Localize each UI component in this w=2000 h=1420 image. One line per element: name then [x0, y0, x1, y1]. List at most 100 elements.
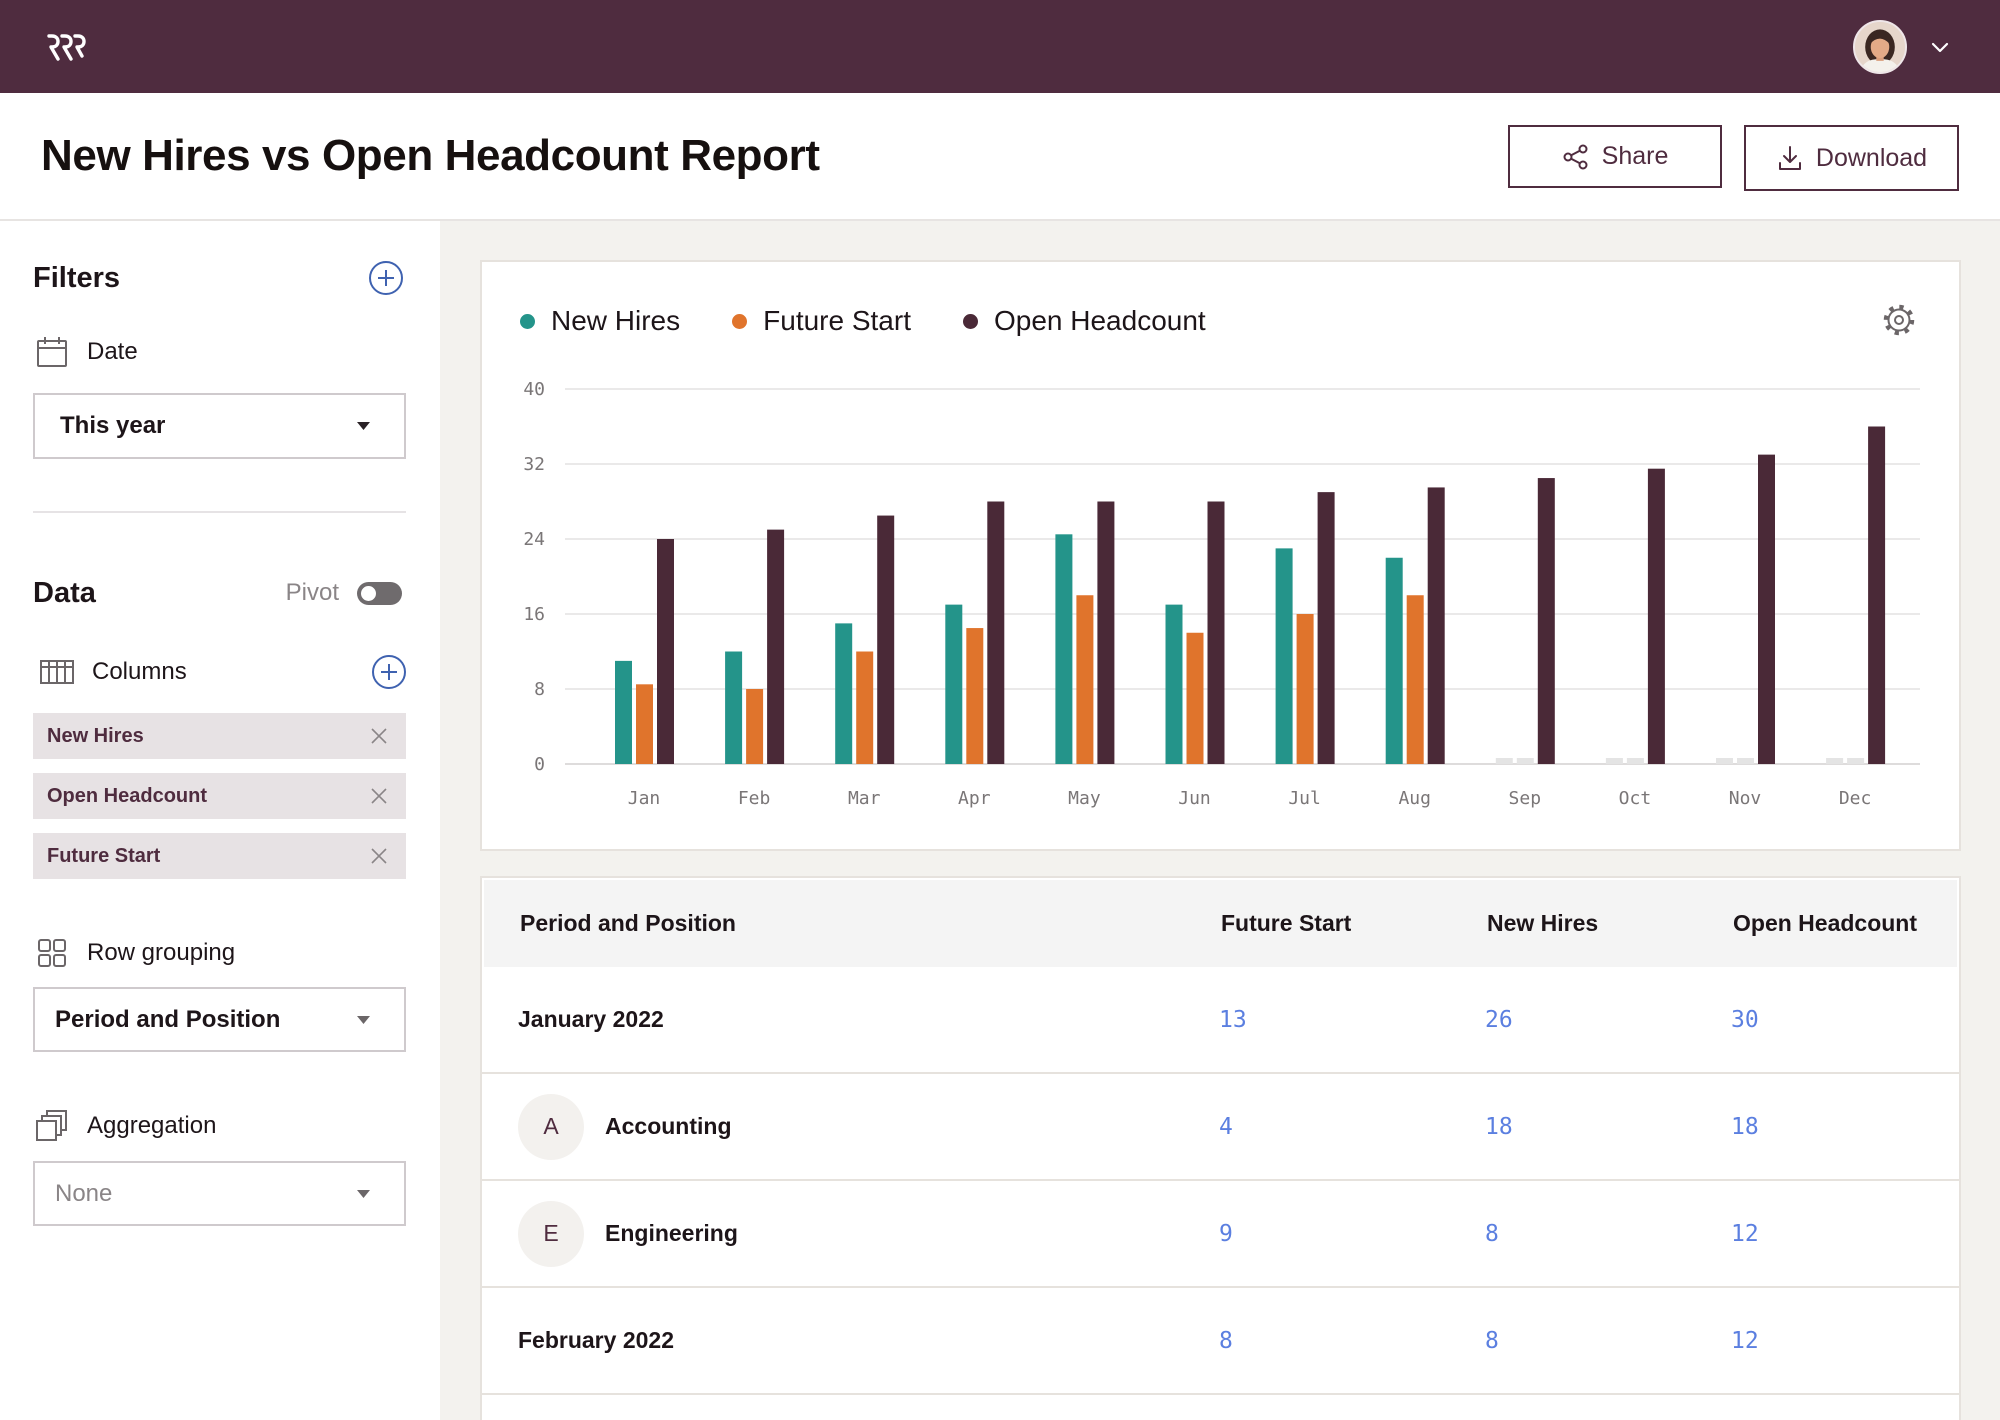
new-hires-value[interactable]: 8 — [1485, 1327, 1499, 1354]
bar-new-hires — [1165, 604, 1183, 764]
chevron-down-icon[interactable] — [1930, 41, 1950, 53]
logo-icon[interactable] — [47, 32, 87, 62]
caret-down-icon — [357, 1189, 370, 1198]
legend-label: Open Headcount — [993, 305, 1206, 336]
calendar-icon — [35, 335, 69, 369]
bar-future-start — [1296, 614, 1314, 764]
table-row[interactable]: E Engineering 9 8 12 — [482, 1181, 1959, 1288]
column-chip[interactable]: New Hires — [33, 713, 406, 759]
y-tick-label: 8 — [534, 679, 545, 700]
column-chip[interactable]: Future Start — [33, 833, 406, 879]
data-table: Period and Position Future Start New Hir… — [480, 876, 1961, 1420]
bar-open-headcount — [657, 539, 674, 764]
future-start-value[interactable]: 13 — [1219, 1006, 1247, 1033]
bar-open-headcount — [987, 501, 1005, 764]
future-start-value[interactable]: 4 — [1219, 1113, 1233, 1140]
bar-new-hires — [835, 623, 853, 764]
new-hires-value[interactable]: 8 — [1485, 1220, 1499, 1247]
column-chip-label: Open Headcount — [47, 784, 208, 807]
page-header: New Hires vs Open Headcount Report Share… — [0, 93, 2000, 221]
table-row[interactable]: February 2022 8 8 12 — [482, 1288, 1959, 1395]
table-row[interactable]: A Accounting 4 18 18 — [482, 1074, 1959, 1181]
bar-placeholder-new-hires — [1495, 758, 1513, 764]
bar-future-start — [1406, 595, 1424, 764]
open-headcount-value[interactable]: 30 — [1731, 1006, 1759, 1033]
position-cell: A Accounting — [518, 1093, 1219, 1160]
avatar[interactable] — [1853, 20, 1907, 74]
column-header[interactable]: New Hires — [1487, 910, 1599, 936]
gear-icon[interactable] — [1881, 302, 1917, 338]
top-nav-bar — [0, 0, 2000, 93]
sidebar-divider — [33, 511, 406, 513]
open-headcount-value[interactable]: 18 — [1731, 1113, 1759, 1140]
y-tick-label: 32 — [523, 454, 545, 475]
date-range-select[interactable]: This year — [33, 393, 406, 459]
bar-future-start — [1076, 595, 1094, 764]
column-header[interactable]: Period and Position — [520, 910, 736, 936]
column-chip[interactable]: Open Headcount — [33, 773, 406, 819]
bar-new-hires — [725, 651, 743, 764]
bar-chart: 0 8 16 24 32 40 Jan Feb Mar Apr May Jun Jul Aug Sep Oct… — [523, 379, 1920, 809]
bar-open-headcount — [1758, 454, 1775, 764]
pivot-label: Pivot — [285, 579, 339, 606]
legend-dot — [962, 313, 978, 329]
download-label: Download — [1815, 143, 1928, 172]
y-tick-label: 0 — [534, 754, 545, 775]
future-start-value[interactable]: 9 — [1219, 1220, 1233, 1247]
columns-icon — [40, 659, 74, 685]
y-tick-label: 16 — [523, 604, 545, 625]
data-heading: Data — [33, 577, 96, 609]
bar-open-headcount — [1427, 487, 1445, 764]
bar-open-headcount — [1317, 492, 1335, 764]
download-button[interactable]: Download — [1744, 125, 1959, 191]
bar-placeholder-future-start — [1847, 758, 1865, 764]
bar-open-headcount — [877, 515, 895, 764]
share-icon — [1563, 144, 1588, 169]
aggregation-select[interactable]: None — [33, 1161, 406, 1226]
report-sidebar: Filters Date This year Data Pivot Column… — [0, 221, 440, 1420]
add-filter-button[interactable] — [368, 260, 404, 296]
bar-new-hires — [615, 660, 632, 764]
legend-item-new-hires[interactable]: New Hires — [520, 303, 680, 339]
bar-open-headcount — [767, 529, 785, 764]
position-cell: E Engineering — [518, 1200, 1219, 1267]
future-start-value[interactable]: 8 — [1219, 1327, 1233, 1354]
close-icon[interactable] — [370, 727, 388, 745]
new-hires-value[interactable]: 26 — [1485, 1006, 1513, 1033]
position-label: Accounting — [605, 1113, 732, 1139]
x-tick-label: Oct — [1619, 788, 1652, 809]
x-tick-label: May — [1068, 788, 1101, 809]
row-grouping-icon — [37, 938, 67, 968]
close-icon[interactable] — [370, 787, 388, 805]
download-icon — [1778, 146, 1801, 170]
column-header[interactable]: Future Start — [1221, 910, 1352, 936]
row-grouping-select[interactable]: Period and Position — [33, 987, 406, 1052]
pivot-toggle[interactable] — [357, 582, 402, 605]
bar-future-start — [746, 689, 764, 764]
aggregation-value: None — [55, 1179, 113, 1207]
plus-circle-icon — [372, 655, 406, 689]
close-icon[interactable] — [370, 847, 388, 865]
legend-item-open-headcount[interactable]: Open Headcount — [962, 303, 1206, 339]
open-headcount-value[interactable]: 12 — [1731, 1327, 1759, 1354]
bar-open-headcount — [1207, 501, 1225, 764]
new-hires-value[interactable]: 18 — [1485, 1113, 1513, 1140]
caret-down-icon — [357, 422, 370, 430]
bar-new-hires — [945, 604, 963, 764]
column-chip-label: Future Start — [47, 844, 161, 867]
columns-label: Columns — [92, 658, 187, 685]
bar-placeholder-new-hires — [1826, 758, 1844, 764]
date-range-value: This year — [60, 412, 166, 439]
bar-new-hires — [1275, 548, 1293, 764]
bar-future-start — [966, 628, 984, 764]
legend-item-future-start[interactable]: Future Start — [732, 303, 911, 339]
table-row[interactable]: January 2022 13 26 30 — [482, 967, 1959, 1074]
x-tick-label: Jul — [1288, 788, 1321, 809]
open-headcount-value[interactable]: 12 — [1731, 1220, 1759, 1247]
share-button[interactable]: Share — [1508, 125, 1722, 188]
column-header[interactable]: Open Headcount — [1733, 910, 1918, 936]
x-tick-label: Aug — [1398, 788, 1431, 809]
table-header: Period and Position Future Start New Hir… — [484, 880, 1957, 967]
chart-legend: New Hires Future Start Open Headcount — [520, 303, 1206, 339]
add-column-button[interactable] — [371, 654, 407, 690]
